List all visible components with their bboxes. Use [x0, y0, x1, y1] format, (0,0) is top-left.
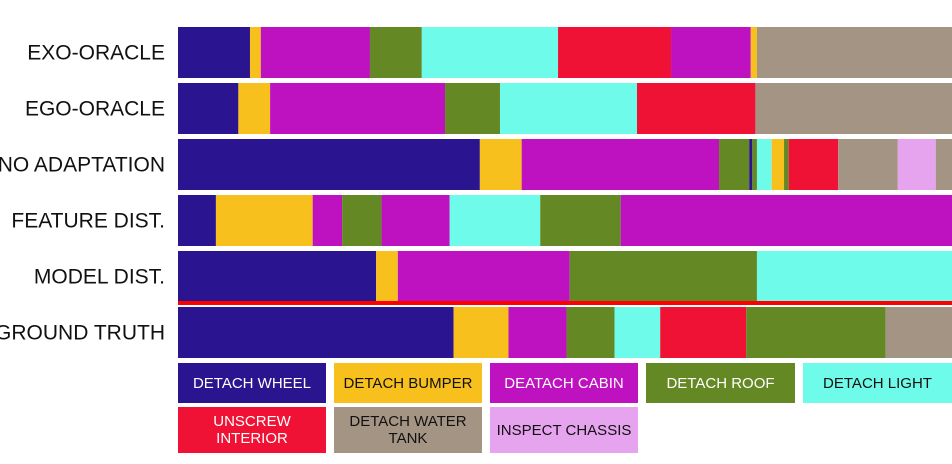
segment-detach-light	[499, 83, 637, 134]
segment-detach-wheel	[178, 139, 480, 190]
segment-detach-wheel	[178, 251, 377, 302]
segment-unscrew-interior	[636, 83, 756, 134]
segment-detach-water-tank	[885, 307, 952, 358]
segment-detach-roof	[719, 139, 750, 190]
row-no-adaptation: NO ADAPTATION	[0, 139, 952, 190]
segment-detach-bumper	[238, 83, 271, 134]
segment-detach-wheel	[178, 83, 239, 134]
segment-detach-bumper	[249, 27, 261, 78]
segment-detach-wheel	[178, 307, 454, 358]
segment-detach-light	[756, 251, 952, 302]
row-ego-oracle: EGO-ORACLE	[25, 83, 952, 134]
row-label: GROUND TRUTH	[0, 322, 165, 345]
segment-detach-light	[449, 195, 541, 246]
segment-detach-bumper	[376, 251, 398, 302]
segment-detach-bumper	[771, 139, 785, 190]
segment-detach-roof	[746, 307, 886, 358]
segment-detach-roof	[445, 83, 500, 134]
segment-detach-roof	[540, 195, 621, 246]
segment-detach-wheel	[178, 195, 216, 246]
row-feature-dist: FEATURE DIST.	[11, 195, 952, 246]
row-label: EXO-ORACLE	[27, 42, 165, 65]
ground-truth-separator	[178, 301, 952, 305]
segment-detach-light	[614, 307, 661, 358]
segment-detach-roof	[784, 139, 789, 190]
segment-unscrew-interior	[558, 27, 672, 78]
segment-detach-bumper	[453, 307, 509, 358]
segment-unscrew-interior	[660, 307, 747, 358]
segment-deatach-cabin	[381, 195, 450, 246]
row-ground-truth: GROUND TRUTH	[0, 307, 952, 358]
row-exo-oracle: EXO-ORACLE	[27, 27, 952, 78]
segment-detach-roof	[342, 195, 382, 246]
segment-detach-roof	[566, 307, 615, 358]
segment-detach-light	[756, 139, 772, 190]
segment-deatach-cabin	[270, 83, 446, 134]
row-label: FEATURE DIST.	[11, 210, 165, 233]
segment-detach-bumper	[215, 195, 313, 246]
segment-detach-bumper	[750, 27, 757, 78]
row-label: MODEL DIST.	[34, 266, 165, 289]
segment-deatach-cabin	[260, 27, 370, 78]
segment-inspect-chassis	[897, 139, 936, 190]
segment-deatach-cabin	[620, 195, 952, 246]
segment-deatach-cabin	[312, 195, 343, 246]
segment-deatach-cabin	[397, 251, 570, 302]
segment-detach-wheel	[178, 27, 250, 78]
segment-detach-roof	[569, 251, 757, 302]
segment-detach-water-tank	[755, 83, 952, 134]
row-label: EGO-ORACLE	[25, 98, 165, 121]
row-label: NO ADAPTATION	[0, 154, 165, 177]
segment-detach-wheel	[749, 139, 753, 190]
segment-detach-roof	[752, 139, 757, 190]
segment-detach-water-tank	[838, 139, 898, 190]
segment-detach-roof	[369, 27, 422, 78]
segment-unscrew-interior	[788, 139, 839, 190]
segment-deatach-cabin	[521, 139, 720, 190]
row-model-dist: MODEL DIST.	[34, 251, 952, 302]
segment-deatach-cabin	[508, 307, 567, 358]
segment-detach-water-tank	[935, 139, 952, 190]
segment-deatach-cabin	[671, 27, 751, 78]
segment-detach-water-tank	[756, 27, 952, 78]
segment-detach-light	[421, 27, 559, 78]
segment-detach-bumper	[479, 139, 522, 190]
